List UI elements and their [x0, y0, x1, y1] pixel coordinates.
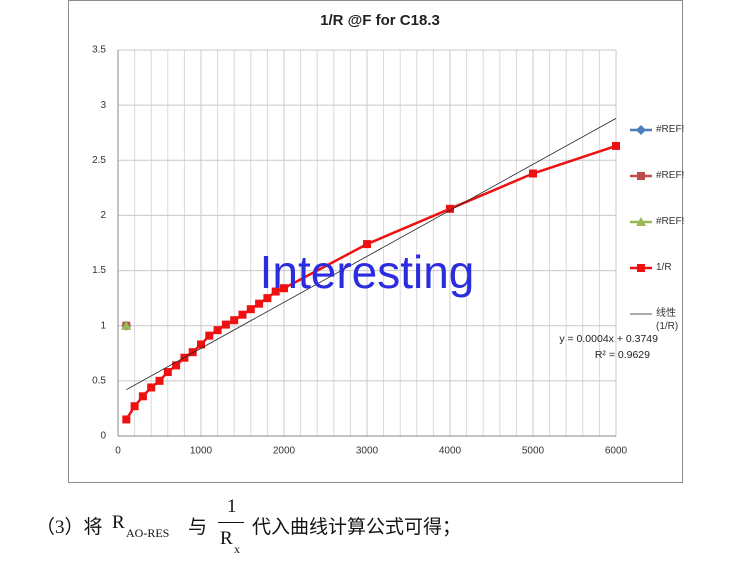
legend-item: 1/R: [628, 256, 684, 302]
chart-title: 1/R @F for C18.3: [320, 12, 440, 29]
legend-label: 线性 (1/R): [656, 308, 679, 332]
legend-swatch: [630, 172, 652, 180]
legend-swatch: [630, 313, 652, 315]
x-tick-label: 0: [115, 446, 121, 457]
marker: [163, 368, 172, 377]
marker: [280, 284, 288, 293]
legend-item: 线性 (1/R): [628, 302, 684, 348]
legend-label: #REF!: [656, 216, 685, 227]
x-tick-label: 6000: [605, 446, 628, 457]
marker: [213, 326, 222, 335]
legend-swatch: [630, 125, 652, 135]
subscript: AO-RES: [126, 526, 170, 540]
chart: 1/R @F for C18.3 0 0.5 1 1.5 2 2.5 3 3.5 0 1000 20…: [68, 0, 683, 483]
marker: [636, 217, 646, 226]
marker: [637, 264, 645, 272]
fraction-bar: [218, 522, 244, 523]
marker: [205, 331, 214, 340]
legend-label: 1/R: [656, 262, 672, 273]
y-tick-label: 2.5: [92, 155, 106, 166]
marker: [612, 141, 620, 150]
marker: [147, 383, 156, 392]
y-tick-label: 0.5: [92, 375, 106, 386]
marker: [255, 299, 264, 308]
marker: [529, 169, 537, 178]
x-tick-label: 5000: [522, 446, 545, 457]
marker: [263, 294, 272, 303]
marker: [155, 376, 164, 385]
legend: #REF! #REF! #REF! 1/R 线性 (1/R): [628, 118, 684, 348]
marker: [637, 172, 645, 180]
marker: [636, 125, 646, 135]
marker: [230, 316, 239, 325]
y-tick-label: 0: [100, 431, 106, 442]
marker: [246, 305, 255, 314]
y-tick-label: 3.5: [92, 45, 106, 56]
x-tick-label: 2000: [273, 446, 296, 457]
marker: [197, 340, 205, 349]
legend-item: #REF!: [628, 118, 684, 164]
legend-item: #REF!: [628, 210, 684, 256]
x-tick-label: 4000: [439, 446, 462, 457]
symbol: R: [220, 528, 233, 549]
watermark: Interesting: [260, 246, 475, 298]
trendline: [126, 118, 617, 391]
legend-label: #REF!: [656, 124, 685, 135]
marker: [138, 392, 147, 401]
text: 与: [188, 517, 208, 538]
marker: [130, 402, 139, 411]
y-tick-label: 1.5: [92, 265, 106, 276]
text: （3）将: [36, 517, 103, 538]
y-tick-label: 3: [100, 100, 106, 111]
legend-item: #REF!: [628, 164, 684, 210]
marker: [172, 361, 181, 370]
marker: [221, 320, 230, 329]
legend-swatch: [630, 264, 652, 272]
marker: [271, 287, 280, 296]
numerator: 1: [227, 496, 237, 517]
marker: [446, 204, 454, 213]
x-tick-label: 1000: [190, 446, 213, 457]
annotation: R² = 0.9629: [595, 349, 650, 361]
y-tick-label: 1: [100, 320, 106, 331]
legend-swatch: [630, 217, 652, 226]
marker: [238, 310, 247, 319]
subscript: x: [234, 542, 240, 556]
marker: [188, 348, 197, 357]
legend-label: #REF!: [656, 170, 685, 181]
marker: [363, 240, 371, 249]
symbol: R: [112, 512, 125, 533]
marker: [122, 415, 131, 424]
marker: [121, 320, 132, 330]
x-tick-label: 3000: [356, 446, 379, 457]
annotation: y = 0.0004x + 0.3749: [559, 333, 658, 345]
y-tick-label: 2: [100, 210, 106, 221]
text: 代入曲线计算公式可得；: [252, 517, 462, 538]
